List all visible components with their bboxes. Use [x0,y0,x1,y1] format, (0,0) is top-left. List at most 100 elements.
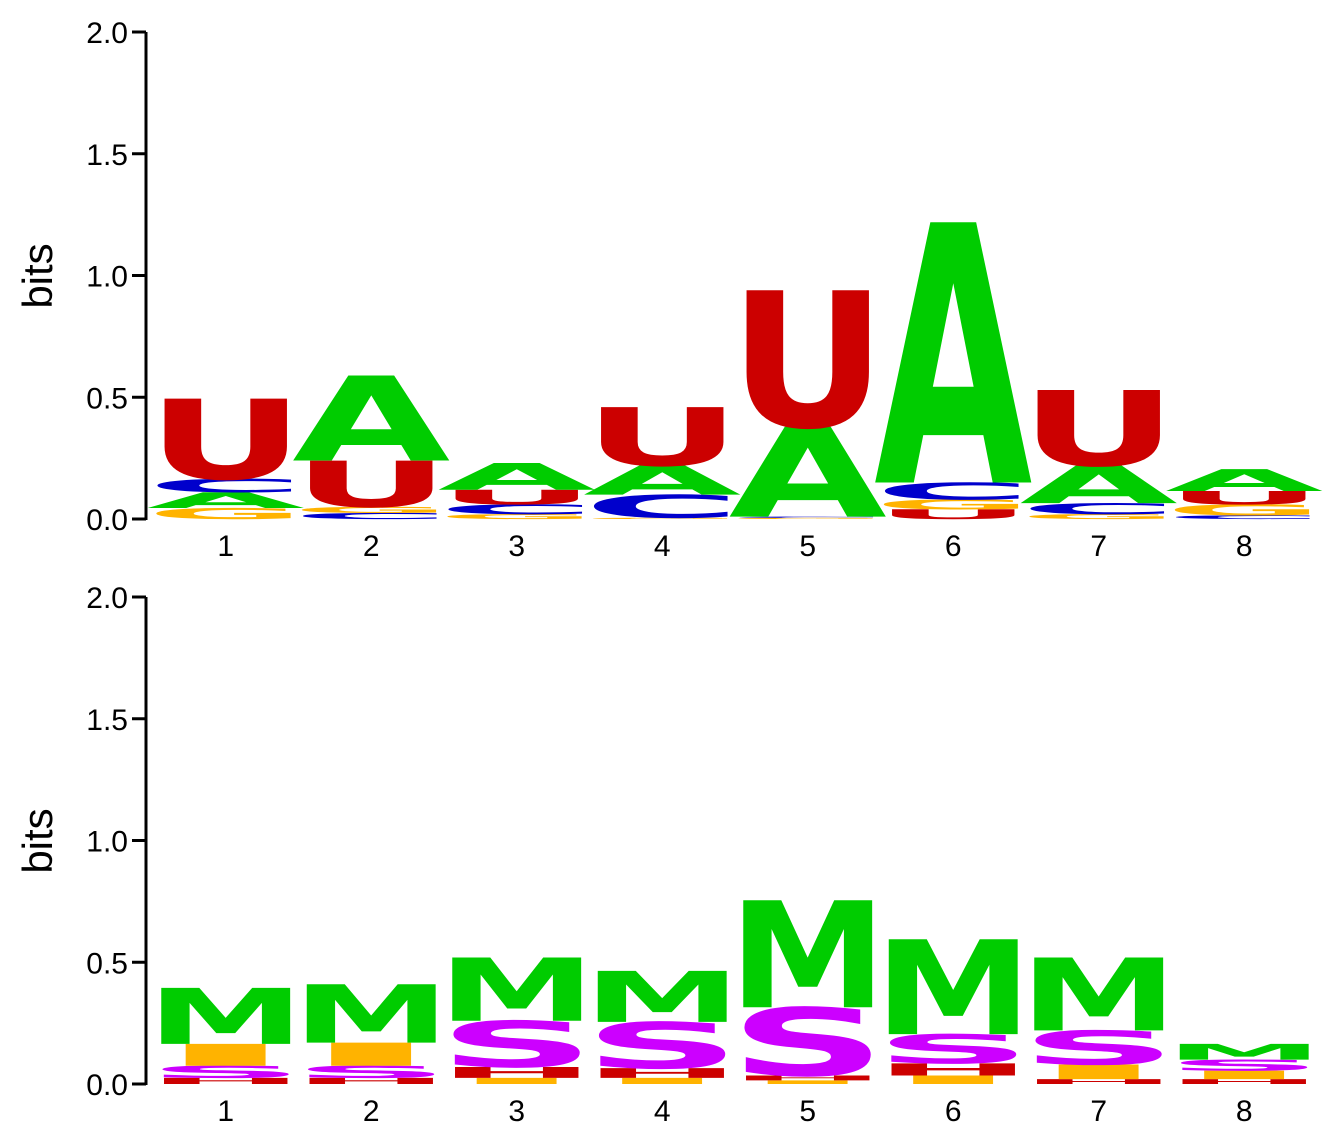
logo-letter-a: A [1020,456,1178,516]
logo-letter-m: M [874,914,1032,1065]
y-axis-title: bits [14,808,61,873]
x-tick-label: 3 [508,530,525,563]
logo-letter-a: A [583,457,741,504]
logo-letter-h: H [292,1076,450,1086]
logo-letter-a: A [292,353,450,488]
logo-letter-s: S [147,1062,305,1081]
logo-letter-a: A [729,402,887,546]
x-tick-label: 6 [945,530,962,563]
logo-letter-c: C [438,502,596,518]
logo-letter-g: G [147,505,305,522]
logo-letter-c: C [729,516,887,518]
logo-letter-u: U [729,254,887,471]
logo-letter-c: C [147,475,305,496]
logo-letter-u: U [1020,369,1178,490]
logo-letter-g: G [1165,502,1323,519]
logo-letter-h: H [147,1076,305,1086]
x-tick-label: 7 [1090,530,1107,563]
logo-letter-i: I [438,1076,596,1086]
logo-letter-u: U [292,449,450,523]
logo-letter-i: I [729,1079,887,1085]
x-tick-label: 5 [799,530,816,563]
x-tick-label: 6 [945,1095,962,1128]
logo-letter-c: C [1165,514,1323,520]
logo-letter-g: G [874,497,1032,513]
x-tick-label: 1 [217,1095,234,1128]
logo-letter-g: G [1020,513,1178,521]
y-tick-label: 0.5 [86,382,128,415]
logo-letter-h: H [1020,1078,1178,1086]
logo-letter-m: M [583,957,741,1039]
y-tick-label: 2.0 [86,582,128,615]
y-tick-label: 0.5 [86,947,128,980]
y-tick-label: 1.0 [86,261,128,294]
logo-letter-s: S [1020,1022,1178,1076]
x-tick-label: 2 [363,530,380,563]
logo-letter-i: I [874,1073,1032,1087]
logo-letter-i: I [583,1076,741,1086]
y-tick-label: 1.5 [86,139,128,172]
logo-letter-h: H [874,1060,1032,1079]
x-tick-label: 5 [799,1095,816,1128]
y-tick-label: 0.0 [86,504,128,537]
logo-letter-m: M [292,968,450,1062]
y-tick-label: 2.0 [86,17,128,50]
logo-letter-s: S [438,1009,596,1083]
x-tick-label: 7 [1090,1095,1107,1128]
logo-letter-s: S [292,1062,450,1081]
logo-letter-c: C [1020,500,1178,517]
logo-letter-g: G [583,517,741,519]
logo-letter-h: H [1165,1078,1323,1086]
logo-letter-g: G [729,517,887,519]
logo-letter-u: U [1165,487,1323,508]
y-tick-label: 1.0 [86,826,128,859]
logo-letter-c: C [583,489,741,526]
y-tick-label: 1.5 [86,704,128,737]
x-tick-label: 3 [508,1095,525,1128]
x-tick-label: 2 [363,1095,380,1128]
logo-letter-s: S [874,1027,1032,1073]
logo-letter-u: U [147,377,305,505]
logo-letter-a: A [438,456,596,499]
logo-letter-u: U [583,392,741,485]
logo-letter-s: S [583,1010,741,1084]
logo-letter-a: A [874,151,1034,567]
x-tick-label: 8 [1236,530,1253,563]
logo-letter-a: A [147,488,305,513]
logo-letter-h: H [729,1074,887,1082]
x-tick-label: 4 [654,530,671,563]
y-axis-title: bits [14,243,61,308]
y-tick-label: 0.0 [86,1069,128,1102]
logo-letter-g: G [292,505,450,515]
logo-letter-s: S [729,989,887,1098]
logo-letter-h: H [583,1066,741,1082]
logo-letter-m: M [1020,938,1178,1054]
logo-letter-m: M [147,973,305,1062]
logo-letter-h: H [438,1064,596,1081]
x-tick-label: 1 [217,530,234,563]
logo-letter-m: M [438,941,596,1042]
logo-letter-c: C [292,511,450,521]
logo-letter-i: I [147,1038,305,1073]
logo-letter-i: I [1165,1068,1323,1082]
logo-letter-i: I [292,1036,450,1073]
logo-letter-u: U [438,486,596,509]
logo-letter-a: A [1165,463,1323,498]
